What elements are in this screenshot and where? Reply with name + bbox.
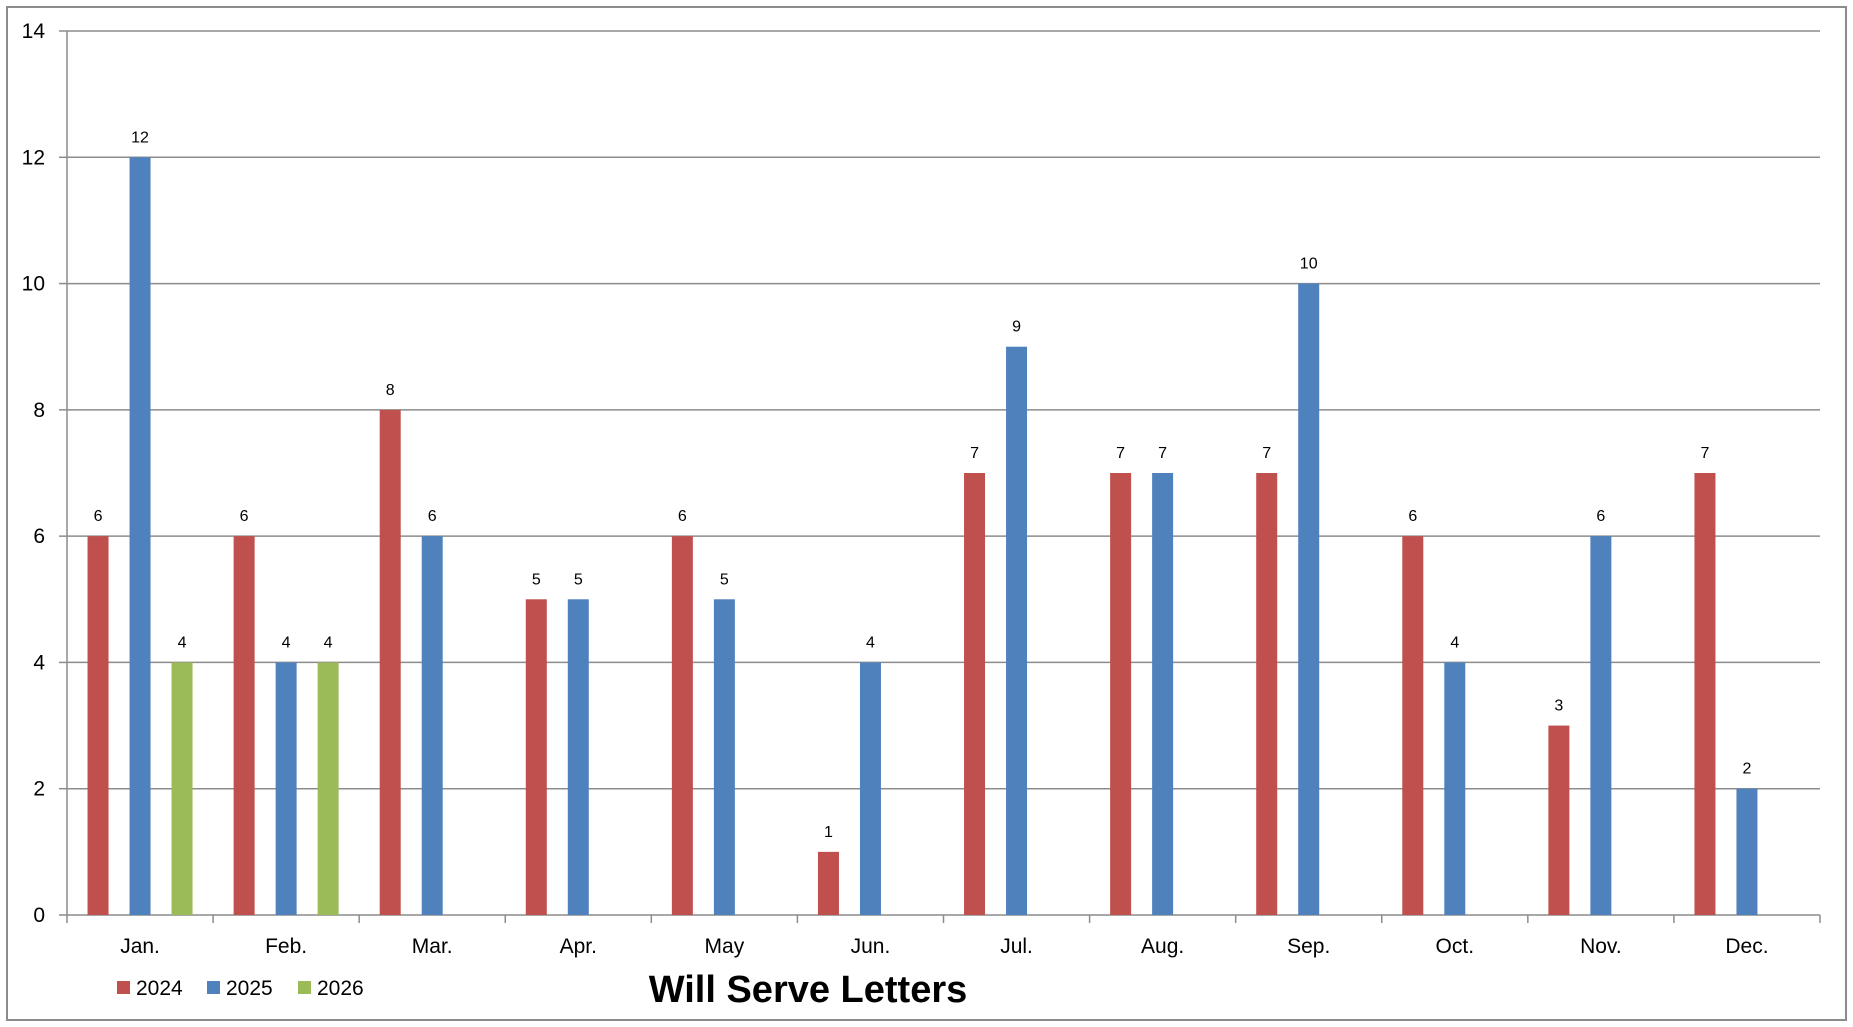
data-label: 5 (532, 571, 541, 588)
legend-item-2025: 2025 (207, 977, 273, 1000)
bar-2025-aug (1152, 473, 1173, 915)
y-tick-label: 12 (22, 146, 45, 169)
bar-2025-mar (422, 536, 443, 915)
bar-2025-oct (1444, 662, 1465, 915)
bar-2024-oct (1402, 536, 1423, 915)
data-label: 6 (1596, 508, 1605, 525)
legend: 2024 2025 2026 (117, 977, 364, 1000)
data-label: 7 (970, 445, 979, 462)
data-label: 6 (1408, 508, 1417, 525)
bar-2025-jul (1006, 347, 1027, 915)
x-tick-label: Jan. (120, 935, 160, 958)
data-label: 12 (131, 129, 149, 146)
bar-2025-jan (130, 157, 151, 915)
bar-2026-jan (172, 662, 193, 915)
data-label: 10 (1300, 256, 1318, 273)
data-label: 7 (1116, 445, 1125, 462)
data-label: 3 (1554, 698, 1563, 715)
data-label: 9 (1012, 319, 1021, 336)
data-label: 2 (1743, 761, 1752, 778)
bar-2025-apr (568, 599, 589, 915)
data-label: 6 (678, 508, 687, 525)
bar-2025-sep (1298, 284, 1319, 915)
bar-2024-aug (1110, 473, 1131, 915)
x-tick-label: Mar. (412, 935, 453, 958)
x-tick-label: Jul. (1000, 935, 1033, 958)
data-label: 6 (94, 508, 103, 525)
bar-2025-jun (860, 662, 881, 915)
data-label: 7 (1158, 445, 1167, 462)
data-label: 5 (574, 571, 583, 588)
x-tick-label: Jun. (851, 935, 891, 958)
y-tick-label: 0 (33, 904, 45, 927)
data-label: 7 (1262, 445, 1271, 462)
x-tick-label: Sep. (1287, 935, 1330, 958)
x-tick-label: Aug. (1141, 935, 1184, 958)
data-label: 4 (282, 634, 291, 651)
data-label: 4 (866, 634, 875, 651)
bar-2024-jan (88, 536, 109, 915)
x-tick-label: Feb. (265, 935, 307, 958)
legend-label: 2024 (136, 977, 183, 1000)
y-tick-label: 4 (33, 651, 45, 674)
legend-label: 2025 (226, 977, 273, 1000)
data-labels: 6 12 4 6 4 4 8 6 5 5 6 5 1 4 7 9 7 7 7 10 6 4 3 6 7 2 (94, 129, 1752, 841)
bar-2025-may (714, 599, 735, 915)
data-label: 6 (428, 508, 437, 525)
bar-2026-feb (318, 662, 339, 915)
data-label: 1 (824, 824, 833, 841)
y-tick-label: 10 (22, 273, 45, 296)
y-tick-label: 2 (33, 778, 45, 801)
legend-swatch (298, 981, 311, 994)
legend-label: 2026 (317, 977, 364, 1000)
bar-2025-nov (1590, 536, 1611, 915)
y-tick-label: 14 (22, 20, 46, 43)
x-tick-label: Dec. (1725, 935, 1768, 958)
data-label: 4 (178, 634, 187, 651)
data-label: 4 (1450, 634, 1459, 651)
y-tick-label: 6 (33, 525, 45, 548)
chart-title: Will Serve Letters (649, 969, 968, 1011)
data-label: 8 (386, 382, 395, 399)
data-label: 7 (1701, 445, 1710, 462)
bar-2024-jun (818, 852, 839, 915)
bar-2024-apr (526, 599, 547, 915)
y-tick-label: 8 (33, 399, 45, 422)
bar-2024-may (672, 536, 693, 915)
bar-2024-jul (964, 473, 985, 915)
data-label: 4 (324, 634, 333, 651)
bar-2024-nov (1548, 726, 1569, 915)
x-tick-label: Nov. (1580, 935, 1622, 958)
legend-item-2026: 2026 (298, 977, 364, 1000)
data-label: 5 (720, 571, 729, 588)
bar-2025-feb (276, 662, 297, 915)
bar-2024-sep (1256, 473, 1277, 915)
x-tick-label: Oct. (1436, 935, 1475, 958)
x-tick-label: May (705, 935, 745, 958)
bar-2024-feb (234, 536, 255, 915)
bar-2025-dec (1736, 789, 1757, 915)
data-label: 6 (240, 508, 249, 525)
legend-swatch (117, 981, 130, 994)
x-tick-label: Apr. (560, 935, 597, 958)
bar-2024-mar (380, 410, 401, 915)
legend-swatch (207, 981, 220, 994)
legend-item-2024: 2024 (117, 977, 183, 1000)
bar-2024-dec (1694, 473, 1715, 915)
